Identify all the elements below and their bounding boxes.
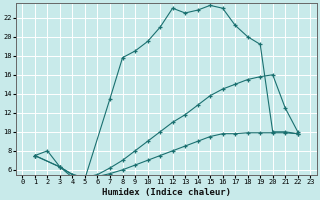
X-axis label: Humidex (Indice chaleur): Humidex (Indice chaleur) — [102, 188, 231, 197]
